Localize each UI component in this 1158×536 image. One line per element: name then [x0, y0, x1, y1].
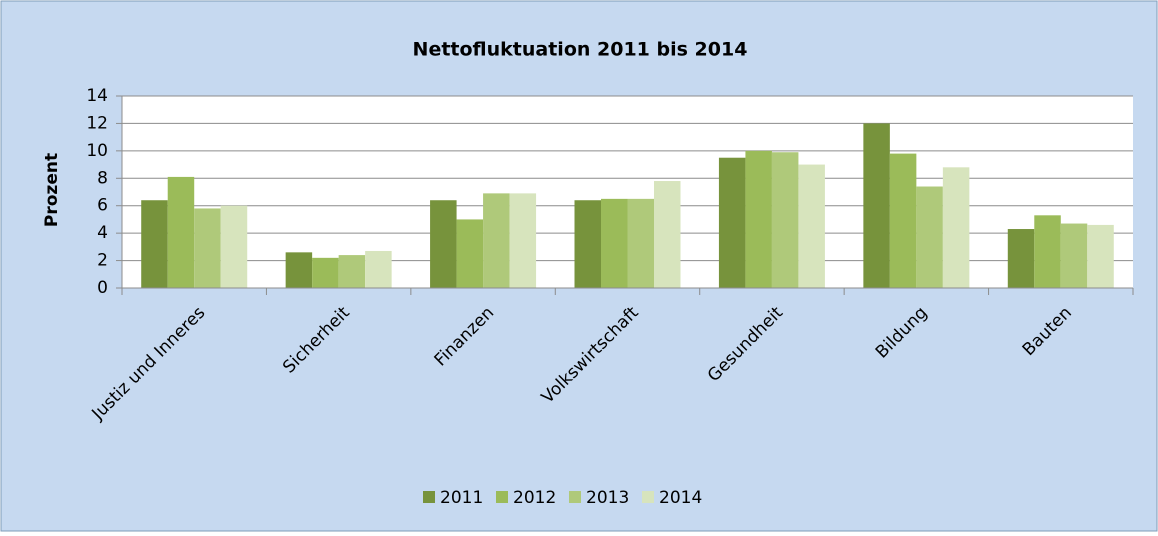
y-tick-label: 4	[97, 223, 108, 243]
bar	[1087, 224, 1114, 288]
bar	[863, 123, 890, 288]
bar	[601, 198, 628, 288]
bar	[718, 157, 746, 288]
legend-label: 2014	[659, 488, 702, 508]
bar	[141, 200, 168, 288]
y-tick-label: 2	[97, 251, 108, 271]
bar	[1034, 215, 1061, 288]
bar	[312, 257, 339, 288]
bar	[654, 181, 681, 288]
y-tick-label: 10	[86, 141, 108, 161]
chart-title: Nettofluktuation 2011 bis 2014	[413, 39, 748, 61]
bar	[456, 219, 484, 288]
bar	[365, 250, 392, 288]
bar	[574, 200, 601, 288]
y-tick-label: 8	[97, 168, 108, 188]
legend-swatch	[642, 491, 654, 503]
legend-label: 2013	[586, 488, 629, 508]
bar	[194, 208, 221, 288]
legend-swatch	[423, 491, 435, 503]
y-tick-label: 0	[97, 278, 108, 298]
legend-label: 2012	[513, 488, 556, 508]
bar	[483, 193, 510, 288]
bar	[745, 150, 772, 288]
y-tick-label: 6	[97, 196, 108, 216]
legend-swatch	[569, 491, 581, 503]
legend-swatch	[496, 491, 508, 503]
legend-label: 2011	[440, 488, 483, 508]
bar	[627, 198, 654, 288]
bar	[771, 152, 799, 288]
bar	[220, 205, 248, 288]
bar	[167, 176, 195, 288]
bar	[338, 255, 366, 288]
y-axis-label: Prozent	[42, 153, 62, 227]
y-tick-label: 12	[86, 113, 108, 133]
bar	[942, 167, 970, 288]
bar	[889, 153, 917, 288]
bar	[430, 200, 457, 288]
bar	[1060, 223, 1088, 288]
bar	[509, 193, 537, 288]
y-tick-label: 14	[86, 86, 108, 106]
bar	[916, 186, 943, 288]
bar	[1007, 229, 1035, 288]
bar	[798, 164, 825, 288]
bar	[285, 252, 313, 288]
